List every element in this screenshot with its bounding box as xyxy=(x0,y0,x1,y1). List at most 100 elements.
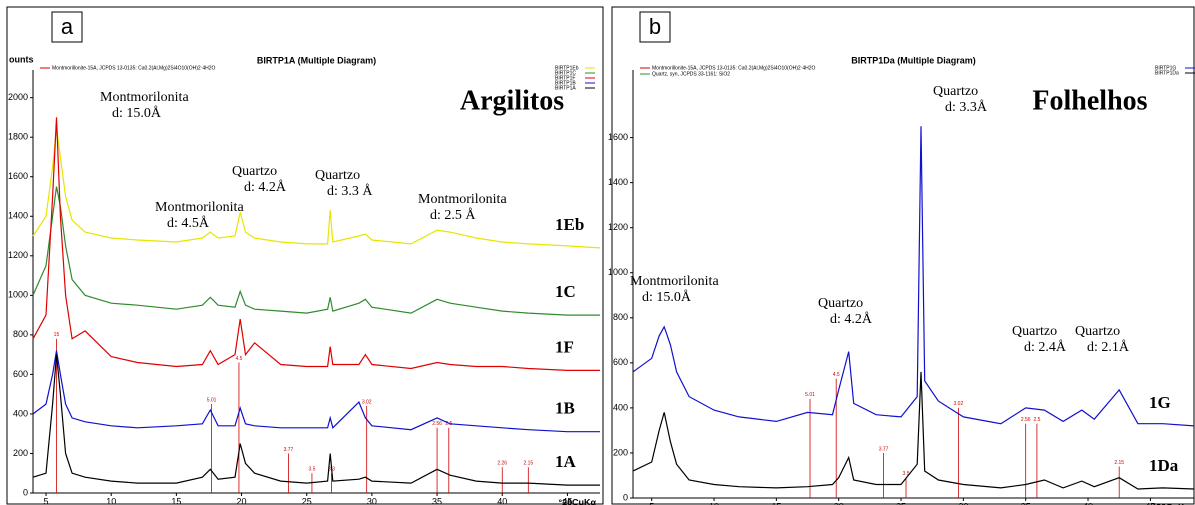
annotation: d: 15.0Å xyxy=(642,289,692,305)
panel-letter: a xyxy=(61,14,74,39)
heading: Argilitos xyxy=(460,85,564,116)
annotation: Montmorilonita xyxy=(630,274,719,289)
legend-label: BIRTP1Da xyxy=(1155,70,1179,76)
x-tick-label: 40 xyxy=(497,496,507,505)
y-tick-label: 800 xyxy=(13,329,28,339)
x-tick-label: 45 xyxy=(1145,501,1155,505)
panel-frame xyxy=(611,6,1195,505)
curve-label: 1G xyxy=(1149,393,1171,412)
y-tick-label: 800 xyxy=(613,312,628,322)
annotation: Montmorilonita xyxy=(418,192,507,207)
y-tick-label: 1400 xyxy=(8,211,28,221)
series-line xyxy=(32,117,600,371)
legend-label: BIRTP1F xyxy=(555,75,575,81)
y-tick-label: 1400 xyxy=(608,177,628,187)
y-tick-label: 600 xyxy=(613,357,628,367)
series-line xyxy=(632,126,1195,427)
reference-label: 15 xyxy=(54,332,60,338)
y-tick-label: 1000 xyxy=(8,290,28,300)
x-tick-label: 30 xyxy=(367,496,377,505)
series-line xyxy=(32,354,600,486)
curve-label: 1F xyxy=(555,337,574,356)
annotation: Montmorilonita xyxy=(155,200,244,215)
y-tick-label: 2000 xyxy=(8,92,28,102)
panel-letter-box xyxy=(639,11,671,43)
annotation: d: 3.3Å xyxy=(945,99,988,115)
x-tick-label: 30 xyxy=(958,501,968,505)
chart-title: BIRTP1Da (Multiple Diagram) xyxy=(851,55,976,65)
x-tick-label: 5 xyxy=(44,496,49,505)
panel-letter: b xyxy=(649,14,661,39)
x-axis-label: °2θCuKα xyxy=(559,497,597,505)
panel-frame xyxy=(6,6,604,505)
reference-label: 2.26 xyxy=(497,461,507,467)
y-tick-label: 1200 xyxy=(8,250,28,260)
curve-label: 1C xyxy=(555,282,576,301)
reference-label: 2.15 xyxy=(523,461,533,467)
annotation: Quartzo xyxy=(818,296,863,311)
annotation: d: 15.0Å xyxy=(112,105,162,121)
y-tick-label: 0 xyxy=(623,492,628,502)
x-tick-label: 35 xyxy=(432,496,442,505)
reference-label: 3.5 xyxy=(903,471,910,477)
annotation: Montmorilonita xyxy=(100,90,189,105)
y-axis-label: ounts xyxy=(9,54,34,64)
reference-label: 3.77 xyxy=(284,447,294,453)
reference-label: 2.5 xyxy=(1033,417,1040,423)
legend-label: Quartz, syn, JCPDS 33-1161: SiO2 xyxy=(652,71,730,77)
chart-title: BIRTP1A (Multiple Diagram) xyxy=(257,55,376,65)
legend-label: BIRTP1C xyxy=(555,70,576,76)
x-tick-label: 45 xyxy=(562,496,572,505)
reference-label: 2.15 xyxy=(1114,460,1124,466)
x-tick-label: 25 xyxy=(896,501,906,505)
annotation: d: 4.2Å xyxy=(244,179,287,195)
annotation: Quartzo xyxy=(315,168,360,183)
y-tick-label: 0 xyxy=(23,487,28,497)
series-line xyxy=(32,127,601,249)
series-line xyxy=(32,350,600,433)
reference-label: 3.5 xyxy=(308,467,315,473)
curve-label: 1A xyxy=(555,452,577,471)
annotation: d: 2.1Å xyxy=(1087,339,1130,355)
y-tick-label: 1200 xyxy=(608,222,628,232)
x-tick-label: 20 xyxy=(237,496,247,505)
curve-label: 1B xyxy=(555,399,575,418)
annotation: Quartzo xyxy=(933,84,978,99)
y-tick-label: 400 xyxy=(613,402,628,412)
panel-letter-box xyxy=(51,11,83,43)
legend-label: BIRTP1B xyxy=(555,80,576,86)
reference-label: 3.02 xyxy=(362,399,372,405)
legend-label: BIRTP1G xyxy=(1155,65,1176,71)
reference-label: 3.77 xyxy=(879,446,889,452)
legend-label: BIRTP1Eb xyxy=(555,65,579,71)
reference-label: 4.5 xyxy=(235,356,242,362)
annotation: Quartzo xyxy=(1075,324,1120,339)
annotation: d: 2.5 Å xyxy=(430,207,476,223)
reference-label: 3.02 xyxy=(954,401,964,407)
reference-label: 2.5 xyxy=(445,421,452,427)
y-tick-label: 1000 xyxy=(608,267,628,277)
x-tick-label: 25 xyxy=(302,496,312,505)
heading: Folhelhos xyxy=(1032,85,1147,116)
annotation: Quartzo xyxy=(1012,324,1057,339)
legend-label: Montmorillonite-15A, JCPDS 13-0135: Ca0.… xyxy=(52,65,216,71)
reference-label: 4.5 xyxy=(833,372,840,378)
legend-label: Montmorillonite-15A, JCPDS 13-0135: Ca0.… xyxy=(652,65,816,71)
series-line xyxy=(632,371,1195,490)
legend-label: BIRTP1A xyxy=(555,85,576,91)
annotation: d: 3.3 Å xyxy=(327,183,373,199)
y-tick-label: 600 xyxy=(13,369,28,379)
annotation: d: 4.2Å xyxy=(830,311,873,327)
y-tick-label: 400 xyxy=(13,408,28,418)
x-tick-label: 15 xyxy=(171,496,181,505)
x-tick-label: 10 xyxy=(709,501,719,505)
reference-label: 2.56 xyxy=(432,421,442,427)
y-tick-label: 1600 xyxy=(608,132,628,142)
curve-label: 1Da xyxy=(1149,456,1179,475)
annotation: d: 2.4Å xyxy=(1024,339,1067,355)
curve-label: 1Eb xyxy=(555,215,584,234)
y-tick-label: 200 xyxy=(13,448,28,458)
x-tick-label: 5 xyxy=(649,501,654,505)
series-line xyxy=(32,186,600,316)
